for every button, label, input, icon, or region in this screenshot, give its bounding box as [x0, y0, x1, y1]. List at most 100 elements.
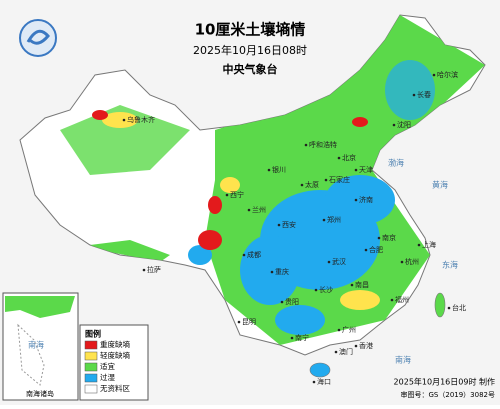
legend-title: 图例 — [85, 329, 101, 339]
city-label: 武汉 — [332, 257, 346, 266]
inset-label: 南海诸岛 — [26, 389, 54, 398]
city-dot — [312, 380, 316, 384]
slight-drought — [340, 290, 380, 310]
legend-swatch — [84, 384, 98, 394]
city-dot — [390, 298, 394, 302]
city-label: 成都 — [247, 250, 261, 259]
sea-label: 南海 — [395, 355, 411, 365]
logo — [19, 19, 57, 57]
city-label: 南京 — [382, 233, 396, 242]
sea-label: 黄海 — [432, 180, 448, 190]
wet-area — [188, 245, 212, 265]
city-label: 济南 — [359, 195, 373, 204]
legend-swatch — [84, 351, 98, 361]
legend-swatch — [84, 373, 98, 383]
legend-label: 无资料区 — [100, 383, 130, 393]
slight-drought — [220, 177, 240, 193]
inset-sea: 南海 — [28, 340, 44, 350]
city-label: 广州 — [342, 325, 356, 334]
city-dot — [142, 268, 146, 272]
city-label: 天津 — [359, 166, 373, 174]
city-dot — [417, 243, 421, 247]
city-dot — [354, 198, 358, 202]
city-label: 兰州 — [252, 205, 266, 214]
suitable-area — [90, 240, 170, 262]
city-label: 银川 — [272, 165, 286, 174]
taiwan — [434, 292, 446, 318]
wet-area — [240, 235, 300, 305]
severe-drought — [92, 110, 108, 120]
city-dot — [324, 178, 328, 182]
legend-swatch — [84, 340, 98, 350]
city-label: 乌鲁木齐 — [127, 115, 155, 124]
city-label: 拉萨 — [147, 265, 161, 274]
city-dot — [350, 283, 354, 287]
severe-drought — [352, 117, 368, 127]
hainan — [309, 362, 331, 378]
city-dot — [237, 320, 241, 324]
south-sea-inset: 南海 南海诸岛 — [2, 292, 79, 401]
city-label: 昆明 — [242, 318, 256, 326]
city-dot — [304, 143, 308, 147]
city-label: 海口 — [317, 377, 331, 386]
legend-label: 重度缺墒 — [100, 339, 130, 349]
city-dot — [290, 336, 294, 340]
city-label: 郑州 — [327, 216, 341, 224]
wet-area — [385, 60, 435, 120]
city-dot — [412, 93, 416, 97]
city-label: 重庆 — [275, 267, 289, 276]
city-label: 香港 — [359, 341, 373, 350]
wet-area — [325, 175, 395, 225]
city-dot — [447, 306, 451, 310]
city-dot — [247, 208, 251, 212]
made-time: 2025年10月16日09时 制作 — [394, 377, 495, 387]
city-dot — [280, 300, 284, 304]
city-dot — [322, 218, 326, 222]
city-label: 北京 — [342, 153, 356, 162]
city-dot — [270, 270, 274, 274]
city-dot — [432, 73, 436, 77]
city-dot — [314, 288, 318, 292]
legend-label: 过湿 — [100, 372, 115, 382]
city-label: 台北 — [452, 303, 466, 312]
city-label: 杭州 — [405, 257, 419, 266]
city-label: 长沙 — [319, 285, 333, 294]
city-dot — [354, 344, 358, 348]
city-label: 南宁 — [295, 333, 309, 342]
wet-area — [275, 305, 325, 335]
legend-label: 适宜 — [100, 361, 115, 371]
city-label: 合肥 — [369, 245, 383, 254]
city-dot — [364, 248, 368, 252]
severe-drought — [208, 196, 222, 214]
city-dot — [334, 350, 338, 354]
city-dot — [337, 156, 341, 160]
city-label: 福州 — [395, 295, 409, 304]
severe-drought — [198, 230, 222, 250]
city-label: 西宁 — [230, 190, 244, 199]
city-label: 贵阳 — [285, 297, 299, 306]
city-dot — [277, 223, 281, 227]
slight-drought — [102, 112, 138, 128]
title: 10厘米土壤墒情 — [195, 21, 306, 39]
city-dot — [337, 328, 341, 332]
city-label: 西安 — [282, 220, 296, 229]
city-label: 长春 — [417, 90, 431, 99]
city-label: 上海 — [422, 240, 436, 249]
city-label: 呼和浩特 — [309, 140, 337, 149]
city-dot — [122, 118, 126, 122]
legend-label: 轻度缺墒 — [100, 350, 130, 360]
issue-time: 2025年10月16日08时 — [193, 43, 307, 57]
sea-label: 渤海 — [388, 158, 404, 168]
city-dot — [392, 123, 396, 127]
city-dot — [267, 168, 271, 172]
city-label: 哈尔滨 — [437, 70, 458, 79]
sea-label: 东海 — [442, 260, 458, 270]
city-label: 石家庄 — [329, 175, 350, 184]
city-label: 太原 — [305, 180, 319, 189]
agency: 中央气象台 — [223, 62, 278, 76]
city-dot — [354, 168, 358, 172]
suitable-area — [60, 105, 190, 175]
city-dot — [242, 253, 246, 257]
